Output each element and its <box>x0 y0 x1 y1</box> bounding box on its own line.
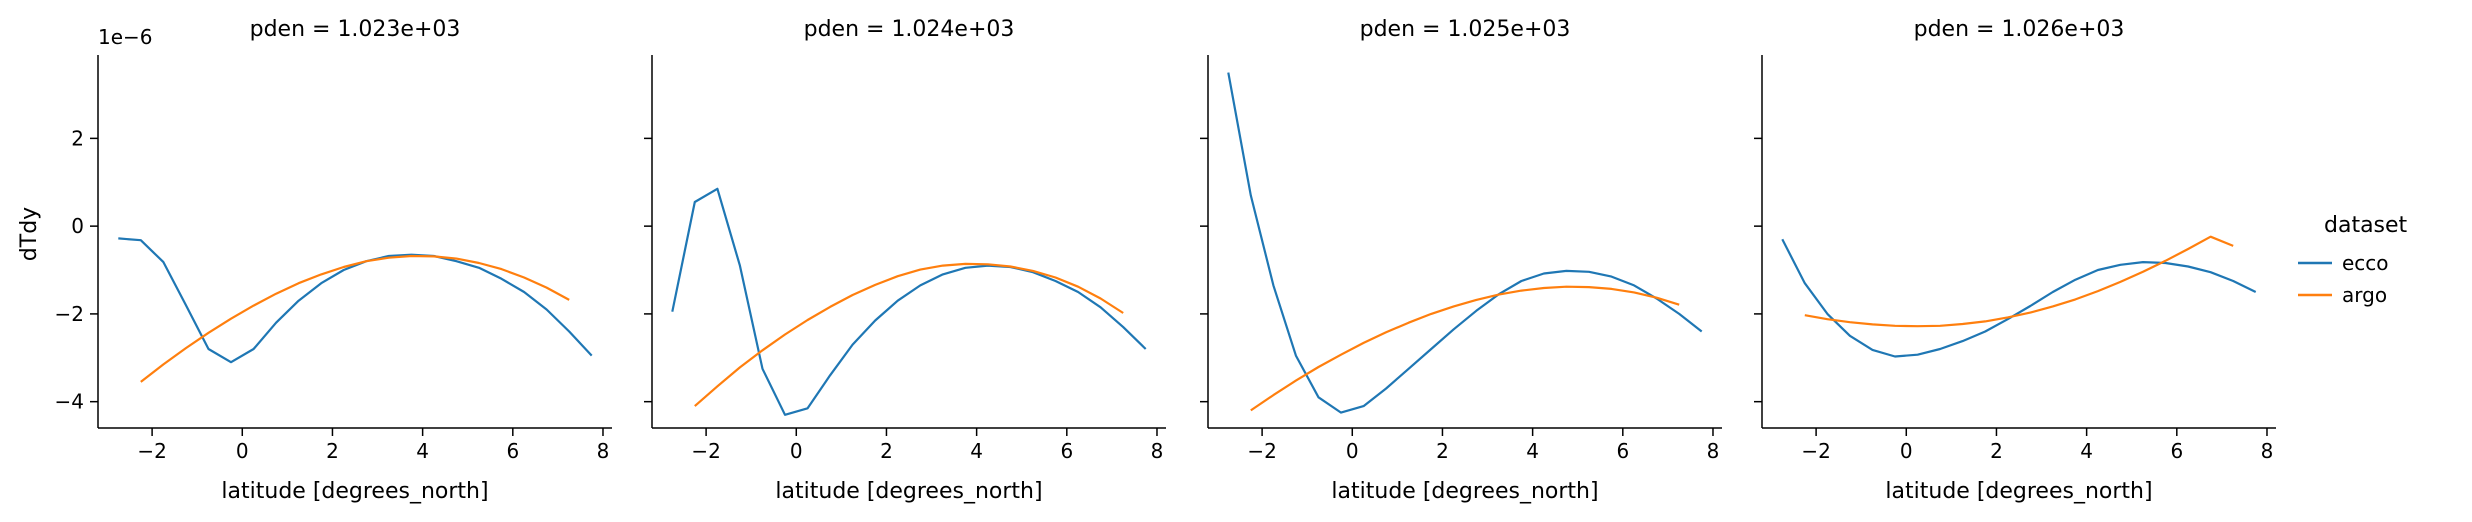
x-tick-label: 8 <box>1707 439 1720 463</box>
legend-entry-argo: argo <box>2298 283 2387 307</box>
panel-4: pden = 1.026e+03 −2 0 2 4 6 8 latitude [degrees… <box>1754 17 2276 504</box>
x-tick-label: 0 <box>236 439 249 463</box>
series-line-ecco <box>118 237 593 364</box>
panel-1: pden = 1.023e+03 −4 −2 0 2 −2 0 2 4 6 8 latitude [d… <box>55 17 612 504</box>
series-line-argo <box>1250 285 1680 412</box>
x-tick-label: −2 <box>1801 439 1830 463</box>
series-line-ecco <box>1781 238 2257 358</box>
x-tick-label: 4 <box>1526 439 1539 463</box>
legend: dataset ecco argo <box>2298 213 2408 307</box>
panel-title: pden = 1.026e+03 <box>1914 17 2125 42</box>
panel-title: pden = 1.024e+03 <box>804 17 1015 42</box>
y-offset-label: 1e−6 <box>98 25 153 49</box>
x-tick-label: 6 <box>1060 439 1073 463</box>
y-tick-label: 2 <box>71 126 84 150</box>
series-line-ecco <box>671 187 1147 416</box>
x-tick-label: 2 <box>880 439 893 463</box>
y-tick-label: 0 <box>71 214 84 238</box>
x-tick-label: −2 <box>1247 439 1276 463</box>
panels: pden = 1.023e+03 −4 −2 0 2 −2 0 2 4 6 8 latitude [d… <box>55 17 2276 504</box>
x-tick-label: 4 <box>2080 439 2093 463</box>
x-tick-label: 8 <box>1151 439 1164 463</box>
x-axis-label: latitude [degrees_north] <box>775 479 1042 504</box>
x-axis-label: latitude [degrees_north] <box>221 479 488 504</box>
x-tick-label: 2 <box>1990 439 2003 463</box>
legend-entry-ecco: ecco <box>2298 251 2389 275</box>
x-tick-label: 0 <box>790 439 803 463</box>
legend-entries: ecco argo <box>2298 251 2389 307</box>
panel-title: pden = 1.025e+03 <box>1360 17 1571 42</box>
legend-label: ecco <box>2342 251 2389 275</box>
y-tick-label: −4 <box>55 390 84 414</box>
x-axis-label: latitude [degrees_north] <box>1331 479 1598 504</box>
x-tick-label: −2 <box>137 439 166 463</box>
series-line-ecco <box>1227 72 1703 414</box>
series-line-argo <box>694 262 1124 407</box>
x-tick-label: 8 <box>597 439 610 463</box>
x-tick-label: 0 <box>1346 439 1359 463</box>
series-line-argo <box>140 254 570 383</box>
x-tick-label: −2 <box>691 439 720 463</box>
panel-3: pden = 1.025e+03 −2 0 2 4 6 8 latitude [degrees… <box>1200 17 1722 504</box>
x-tick-label: 0 <box>1900 439 1913 463</box>
x-tick-label: 6 <box>1616 439 1629 463</box>
y-axis-label: dTdy <box>17 207 42 261</box>
x-tick-label: 6 <box>506 439 519 463</box>
x-tick-label: 2 <box>1436 439 1449 463</box>
x-tick-label: 4 <box>970 439 983 463</box>
legend-title: dataset <box>2324 213 2408 238</box>
legend-label: argo <box>2342 283 2387 307</box>
x-tick-label: 6 <box>2170 439 2183 463</box>
x-tick-label: 4 <box>416 439 429 463</box>
y-tick-label: −2 <box>55 302 84 326</box>
panel-2: pden = 1.024e+03 −2 0 2 4 6 8 latitude [degrees… <box>644 17 1166 504</box>
x-tick-label: 2 <box>326 439 339 463</box>
panel-title: pden = 1.023e+03 <box>250 17 461 42</box>
x-tick-label: 8 <box>2261 439 2274 463</box>
x-axis-label: latitude [degrees_north] <box>1885 479 2152 504</box>
series-line-argo <box>1804 235 2234 328</box>
